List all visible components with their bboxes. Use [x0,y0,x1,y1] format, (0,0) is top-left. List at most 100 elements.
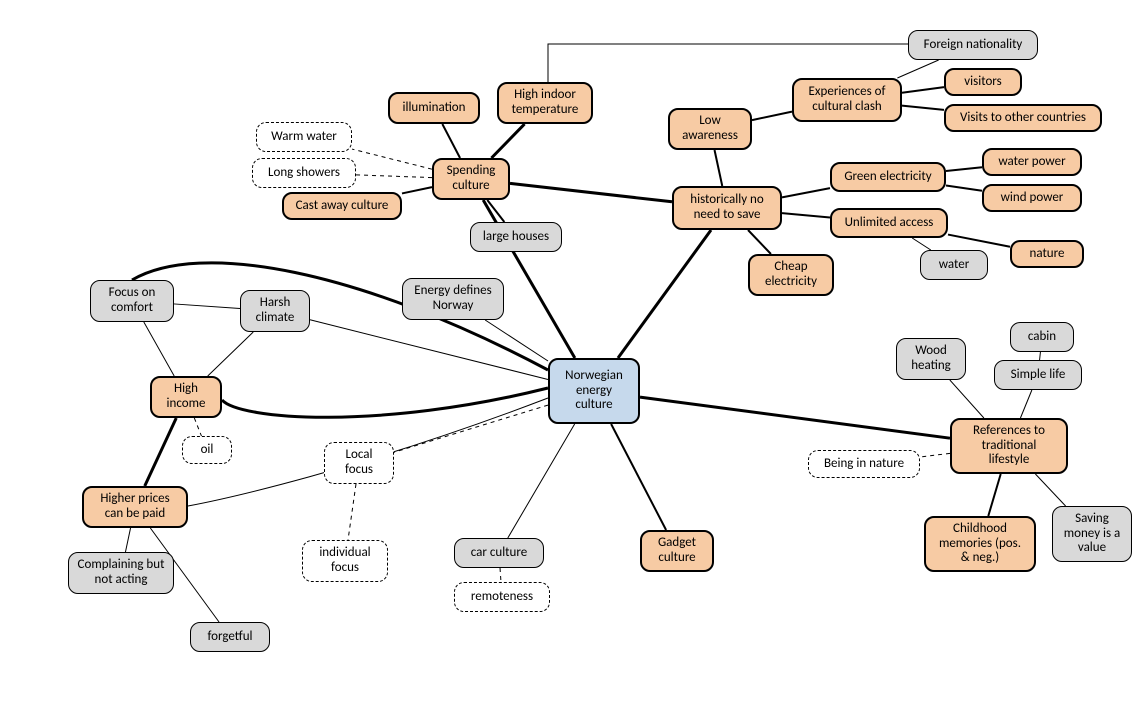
edge-central-hist_no_save [618,230,711,358]
edge-low_awareness-experiences [752,112,792,120]
node-label: visitors [964,75,1001,90]
node-label: forgetful [207,630,252,645]
node-label: car culture [471,546,527,561]
edge-references-saving_money [1035,474,1065,506]
node-label: illumination [402,101,465,116]
node-label: Green electricity [844,170,931,185]
node-label: individual focus [311,546,379,576]
edge-spending-castaway [402,187,432,193]
node-label: High indoor temperature [507,88,583,118]
node-cheap_elec: Cheap electricity [748,254,834,296]
edge-harsh_climate-high_income [208,332,254,376]
node-label: oil [201,443,214,458]
node-castaway: Cast away culture [282,192,402,220]
node-experiences: Experiences of cultural clash [792,78,902,122]
edge-spending-long_showers [356,175,432,178]
node-unlimited: Unlimited access [830,208,948,238]
edge-references-wood_heating [950,380,984,418]
node-childhood: Childhood memories (pos. & neg.) [924,516,1036,572]
node-warm_water: Warm water [256,122,352,152]
node-label: Complaining but not acting [77,558,165,588]
node-energy_defines: Energy defines Norway [402,278,504,320]
node-label: nature [1030,247,1065,262]
edge-references-childhood [988,474,1000,516]
edge-spending-warm_water [352,149,432,169]
node-hist_no_save: historically no need to save [672,186,782,230]
edge-high_indoor-foreign_nat [548,44,908,82]
node-focus_comfort: Focus on comfort [90,280,174,322]
edge-spending-hist_no_save [510,183,672,201]
node-foreign_nat: Foreign nationality [908,30,1038,60]
node-car_culture: car culture [454,538,544,568]
node-label: large houses [483,230,549,245]
node-label: Simple life [1011,368,1066,383]
node-label: Focus on comfort [99,286,165,316]
edge-simple_life-cabin [1040,352,1041,360]
edge-car_culture-remoteness [500,568,501,582]
node-label: Wood heating [905,344,957,374]
node-label: Experiences of cultural clash [802,85,892,115]
edge-spending-illumination [442,124,460,158]
node-label: wind power [1001,191,1064,206]
node-label: remoteness [471,590,533,605]
node-label: Warm water [271,130,337,145]
node-green_elec: Green electricity [830,162,946,192]
edge-spending-high_indoor [491,124,524,158]
node-simple_life: Simple life [994,360,1082,390]
node-label: historically no need to save [682,193,772,223]
node-higher_prices: Higher prices can be paid [82,486,188,528]
node-label: High income [160,382,212,412]
edge-higher_prices-complaining [125,528,130,552]
node-label: cabin [1028,330,1056,345]
edge-high_income-oil [194,418,201,436]
node-central: Norwegian energy culture [548,358,640,424]
node-cabin: cabin [1010,322,1074,352]
edge-references-being_nature [920,453,950,457]
node-high_indoor: High indoor temperature [497,82,593,124]
node-water_power: water power [982,148,1082,176]
edge-central-gadget [611,424,666,530]
edge-spending-large_houses [487,200,504,222]
node-label: water power [998,155,1065,170]
node-complaining: Complaining but not acting [68,552,174,594]
node-label: Saving money is a value [1061,512,1123,557]
node-label: Long showers [268,166,340,181]
edge-focus_comfort-harsh_climate [174,304,240,309]
node-water: water [920,250,988,280]
edge-hist_no_save-cheap_elec [748,230,771,254]
node-label: Gadget culture [650,536,704,566]
node-low_awareness: Low awareness [668,108,752,150]
node-forgetful: forgetful [190,622,270,652]
node-label: Cheap electricity [758,260,824,290]
node-harsh_climate: Harsh climate [240,290,310,332]
node-gadget: Gadget culture [640,530,714,572]
node-references: References to traditional lifestyle [950,418,1068,474]
node-remoteness: remoteness [454,582,550,612]
edge-green_elec-water_power [946,167,982,171]
edge-unlimited-nature [948,235,1010,247]
node-nature: nature [1010,240,1084,268]
node-label: Being in nature [824,457,904,472]
edge-hist_no_save-low_awareness [715,150,723,186]
edge-unlimited-water [912,238,931,250]
edge-central-energy_defines [485,320,548,361]
node-large_houses: large houses [470,222,562,252]
edge-local_focus-individual_focus [348,484,356,540]
node-visits_other: Visits to other countries [944,104,1102,132]
node-illumination: illumination [388,92,480,124]
edge-central-local_focus [394,405,548,452]
node-label: Foreign nationality [924,38,1023,53]
edge-high_income-higher_prices [145,418,177,486]
edge-experiences-visitors [902,87,944,93]
node-label: Unlimited access [845,216,934,231]
node-saving_money: Saving money is a value [1052,506,1132,562]
node-label: Visits to other countries [960,111,1086,126]
node-high_income: High income [150,376,222,418]
node-wood_heating: Wood heating [896,338,966,380]
node-long_showers: Long showers [252,158,356,188]
edge-green_elec-wind_power [946,185,982,190]
edge-hist_no_save-green_elec [782,188,830,197]
node-label: Low awareness [678,114,742,144]
node-local_focus: Local focus [324,442,394,484]
node-being_nature: Being in nature [808,450,920,478]
